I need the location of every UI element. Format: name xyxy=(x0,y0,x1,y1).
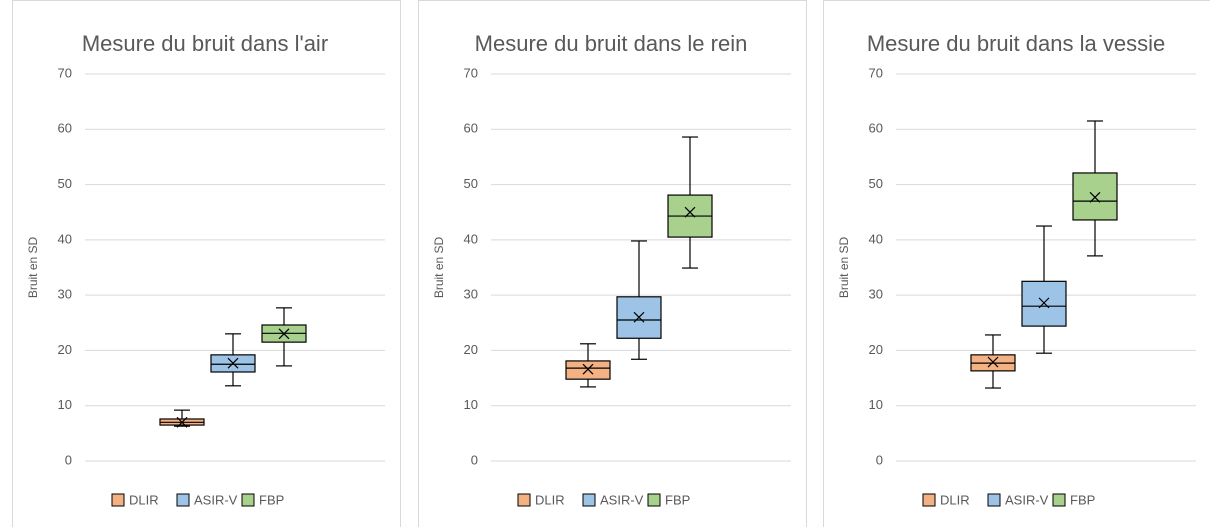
y-tick-label: 30 xyxy=(869,287,883,302)
legend-label: DLIR xyxy=(129,492,159,507)
legend-swatch xyxy=(111,493,125,507)
legend-label: ASIR-V xyxy=(1005,492,1049,507)
legend-label: FBP xyxy=(1070,492,1095,507)
y-axis-label: Bruit en SD xyxy=(26,236,40,298)
y-tick-label: 10 xyxy=(58,397,72,412)
chart-title: Mesure du bruit dans la vessie xyxy=(867,31,1165,56)
y-tick-label: 50 xyxy=(464,176,478,191)
mean-marker xyxy=(278,328,290,340)
y-axis-label: Bruit en SD xyxy=(432,236,446,298)
y-tick-label: 20 xyxy=(58,342,72,357)
y-tick-label: 50 xyxy=(869,176,883,191)
mean-marker xyxy=(1089,191,1101,203)
y-tick-label: 40 xyxy=(464,231,478,246)
legend-swatch xyxy=(582,493,596,507)
y-tick-label: 0 xyxy=(65,452,72,467)
mean-marker xyxy=(176,416,188,428)
mean-marker xyxy=(684,206,696,218)
y-tick-label: 0 xyxy=(471,452,478,467)
y-tick-label: 10 xyxy=(464,397,478,412)
chart-panel: Mesure du bruit dans la vessie Bruit en S… xyxy=(823,0,1210,527)
mean-marker xyxy=(987,356,999,368)
y-tick-label: 60 xyxy=(869,121,883,136)
y-tick-label: 20 xyxy=(464,342,478,357)
y-tick-label: 50 xyxy=(58,176,72,191)
panel-border xyxy=(12,0,401,527)
panel-border xyxy=(823,0,1210,527)
y-tick-label: 70 xyxy=(464,65,478,80)
legend-swatch xyxy=(241,493,255,507)
legend-label: ASIR-V xyxy=(194,492,238,507)
legend-swatch xyxy=(647,493,661,507)
legend-swatch xyxy=(176,493,190,507)
legend-swatch xyxy=(922,493,936,507)
chart-title: Mesure du bruit dans le rein xyxy=(475,31,748,56)
y-tick-label: 70 xyxy=(869,65,883,80)
y-tick-label: 20 xyxy=(869,342,883,357)
y-tick-label: 30 xyxy=(58,287,72,302)
legend-label: FBP xyxy=(665,492,690,507)
y-tick-label: 60 xyxy=(464,121,478,136)
legend-label: ASIR-V xyxy=(600,492,644,507)
legend-label: DLIR xyxy=(940,492,970,507)
mean-marker xyxy=(582,363,594,375)
y-axis-label: Bruit en SD xyxy=(837,236,851,298)
y-tick-label: 30 xyxy=(464,287,478,302)
y-tick-label: 70 xyxy=(58,65,72,80)
legend-swatch xyxy=(1052,493,1066,507)
chart-panel: Mesure du bruit dans le rein Bruit en SD 0… xyxy=(418,0,807,527)
mean-marker xyxy=(227,357,239,369)
mean-marker xyxy=(1038,297,1050,309)
y-tick-label: 40 xyxy=(869,231,883,246)
y-tick-label: 10 xyxy=(869,397,883,412)
y-tick-label: 40 xyxy=(58,231,72,246)
y-tick-label: 60 xyxy=(58,121,72,136)
chart-panel: Mesure du bruit dans l'air Bruit en SD 0 10… xyxy=(12,0,401,527)
chart-title: Mesure du bruit dans l'air xyxy=(82,31,328,56)
legend-label: DLIR xyxy=(535,492,565,507)
y-tick-label: 0 xyxy=(876,452,883,467)
panel-border xyxy=(418,0,807,527)
legend-swatch xyxy=(987,493,1001,507)
mean-marker xyxy=(633,311,645,323)
legend-label: FBP xyxy=(259,492,284,507)
legend-swatch xyxy=(517,493,531,507)
